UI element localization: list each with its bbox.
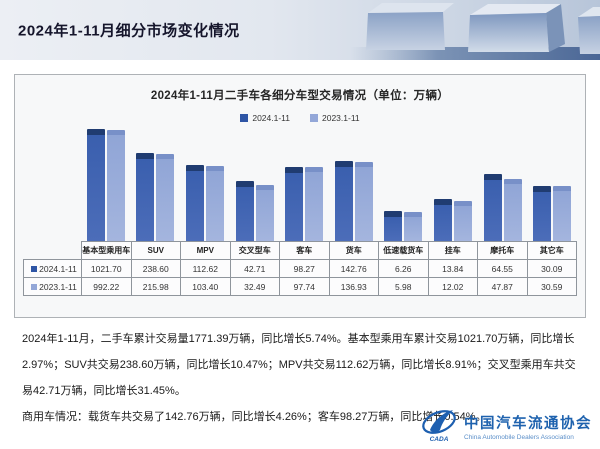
bar-2024.1-11-交叉型车 — [235, 181, 254, 241]
summary-paragraph-2: 商用车情况：载货车共交易了142.76万辆，同比增长4.26%；客车98.27万… — [22, 411, 487, 423]
legend-swatch — [240, 114, 249, 122]
bar-group-客车 — [279, 167, 329, 241]
value-cell-2023.1-11-货车: 136.93 — [328, 277, 379, 296]
column-header-基本型乘用车: 基本型乘用车 — [81, 241, 132, 260]
legend-swatch — [310, 114, 318, 122]
bar-group-货车 — [329, 161, 379, 241]
value-cell-2023.1-11-SUV: 215.98 — [130, 277, 181, 296]
bar-2023.1-11-挂车 — [453, 201, 472, 241]
value-cell-2023.1-11-MPV: 103.40 — [180, 277, 231, 296]
summary-paragraph-1: 2024年1-11月，二手车累计交易量1771.39万辆，同比增长5.74%。基… — [22, 333, 576, 397]
value-cell-2024.1-11-低速载货车: 6.26 — [378, 259, 429, 278]
bar-2023.1-11-基本型乘用车 — [106, 130, 125, 241]
value-cell-2023.1-11-交叉型车: 32.49 — [229, 277, 280, 296]
value-cell-2024.1-11-挂车: 13.84 — [427, 259, 478, 278]
value-cell-2023.1-11-其它车: 30.59 — [526, 277, 577, 296]
chart-title: 2024年1-11月二手车各细分车型交易情况（单位：万辆） — [150, 90, 450, 102]
logo-name-en: China Automobile Dealers Association — [464, 433, 574, 441]
legend-label: 2023.1-11 — [322, 113, 360, 123]
bar-2024.1-11-挂车 — [433, 199, 452, 241]
cada-logo-icon: CADA — [422, 410, 456, 443]
bar-group-MPV — [180, 165, 230, 241]
bar-group-交叉型车 — [230, 181, 280, 241]
bar-2023.1-11-货车 — [354, 162, 373, 241]
table-row-2024.1-11: 2024.1-11 1021.70 238.60 112.62 42.71 98.27 14… — [23, 259, 577, 278]
bar-2024.1-11-MPV — [185, 165, 204, 241]
bar-group-挂车 — [428, 199, 478, 241]
column-header-其它车: 其它车 — [526, 241, 577, 260]
value-cell-2024.1-11-基本型乘用车: 1021.70 — [81, 259, 132, 278]
bar-group-其它车 — [527, 186, 577, 241]
row-swatch — [31, 266, 38, 273]
table-corner-cell — [24, 242, 82, 260]
bar-2024.1-11-摩托车 — [483, 174, 502, 241]
bar-group-基本型乘用车 — [81, 129, 131, 241]
value-cell-2023.1-11-摩托车: 47.87 — [477, 277, 528, 296]
bar-2024.1-11-客车 — [285, 167, 304, 241]
row-swatch — [31, 284, 38, 291]
value-cell-2024.1-11-SUV: 238.60 — [130, 259, 181, 278]
column-header-摩托车: 摩托车 — [477, 241, 528, 260]
legend-item-2024.1-11: 2024.1-11 — [240, 113, 290, 123]
bar-group-SUV — [131, 153, 181, 241]
bar-2024.1-11-基本型乘用车 — [86, 129, 105, 241]
chart-legend: 2024.1-11 2023.1-11 — [23, 113, 577, 123]
bar-2023.1-11-交叉型车 — [255, 185, 274, 241]
logo-acronym: CADA — [430, 436, 449, 443]
value-cell-2023.1-11-基本型乘用车: 992.22 — [81, 277, 132, 296]
value-cell-2024.1-11-其它车: 30.09 — [526, 259, 577, 278]
value-cell-2023.1-11-挂车: 12.02 — [427, 277, 478, 296]
bar-2024.1-11-低速载货车 — [384, 211, 403, 241]
value-cell-2024.1-11-交叉型车: 42.71 — [229, 259, 280, 278]
bar-group-低速载货车 — [379, 211, 429, 241]
bar-2023.1-11-摩托车 — [503, 179, 522, 241]
bar-2023.1-11-SUV — [156, 154, 175, 241]
column-header-低速载货车: 低速载货车 — [378, 241, 429, 260]
table-row-2023.1-11: 2023.1-11 992.22 215.98 103.40 32.49 97.74 136… — [23, 277, 577, 296]
row-label-2023.1-11: 2023.1-11 — [23, 277, 82, 296]
bar-2023.1-11-低速载货车 — [404, 212, 423, 241]
value-cell-2024.1-11-货车: 142.76 — [328, 259, 379, 278]
bar-group-摩托车 — [478, 174, 528, 241]
cubes-graphic — [350, 3, 600, 60]
bar-2023.1-11-MPV — [205, 166, 224, 241]
column-header-挂车: 挂车 — [427, 241, 478, 260]
summary-text: 2024年1-11月，二手车累计交易量1771.39万辆，同比增长5.74%。基… — [22, 326, 582, 430]
bar-2024.1-11-SUV — [136, 153, 155, 241]
logo-name-cn: 中国汽车流通协会 — [464, 415, 592, 432]
value-cell-2023.1-11-客车: 97.74 — [279, 277, 330, 296]
bar-2023.1-11-客车 — [305, 167, 324, 241]
cada-logo: CADA 中国汽车流通协会 China Automobile Dealers A… — [419, 407, 592, 445]
value-cell-2024.1-11-MPV: 112.62 — [180, 259, 231, 278]
column-header-货车: 货车 — [328, 241, 379, 260]
column-header-客车: 客车 — [279, 241, 330, 260]
header-band: 2024年1-11月细分市场变化情况 — [0, 0, 600, 60]
value-cell-2023.1-11-低速载货车: 5.98 — [378, 277, 429, 296]
legend-label: 2024.1-11 — [252, 113, 290, 123]
legend-item-2023.1-11: 2023.1-11 — [310, 113, 360, 123]
column-header-SUV: SUV — [130, 241, 181, 260]
bar-2023.1-11-其它车 — [553, 186, 572, 241]
chart-panel: 2024年1-11月二手车各细分车型交易情况（单位：万辆） 2024.1-11 2… — [14, 74, 586, 318]
bar-2024.1-11-货车 — [334, 161, 353, 241]
data-table: 基本型乘用车 SUV MPV 交叉型车 客车 货车 低速载货车 挂车 摩托车 其它车 2024.1-… — [23, 241, 577, 296]
value-cell-2024.1-11-客车: 98.27 — [279, 259, 330, 278]
bar-2024.1-11-其它车 — [533, 186, 552, 241]
row-label-2024.1-11: 2024.1-11 — [23, 259, 82, 278]
bar-chart — [81, 123, 577, 241]
page-title: 2024年1-11月细分市场变化情况 — [18, 22, 240, 40]
column-header-交叉型车: 交叉型车 — [229, 241, 280, 260]
value-cell-2024.1-11-摩托车: 64.55 — [477, 259, 528, 278]
column-header-MPV: MPV — [180, 241, 231, 260]
